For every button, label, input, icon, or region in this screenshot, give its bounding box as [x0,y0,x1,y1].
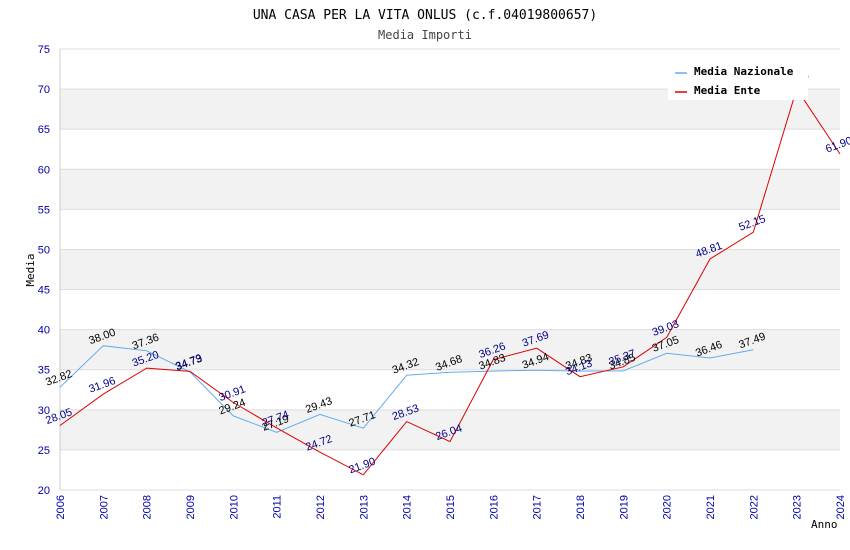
y-tick-label: 40 [38,325,50,337]
y-tick-label: 25 [38,445,50,457]
x-tick-label: 2011 [272,495,284,519]
y-tick-label: 20 [38,485,50,497]
x-tick-label: 2006 [55,495,67,519]
x-tick-label: 2017 [532,495,544,519]
x-tick-label: 2010 [228,495,240,519]
series-lines [59,87,841,476]
legend-label-nazionale: Media Nazionale [694,65,794,78]
x-tick-label: 2024 [835,495,847,519]
y-ticks: 20 25 30 35 40 45 50 55 60 65 70 75 [38,44,50,497]
x-tick-label: 2021 [705,495,717,519]
grid-band [60,289,840,330]
y-tick-label: 45 [38,285,50,297]
x-tick-label: 2015 [445,495,457,519]
legend-label-ente: Media Ente [694,84,761,97]
x-tick-label: 2012 [315,495,327,519]
x-tick-label: 2009 [185,495,197,519]
grid-band [60,329,840,370]
x-tick-label: 2013 [358,495,370,519]
legend: Media Nazionale Media Ente [668,58,808,100]
x-tick-label: 2008 [142,495,154,519]
y-tick-label: 60 [38,164,50,176]
x-tick-label: 2007 [98,495,110,519]
grid-band [60,249,840,290]
y-tick-label: 30 [38,405,50,417]
series-line-nazionale [59,345,754,433]
y-tick-label: 70 [38,84,50,96]
y-tick-label: 75 [38,44,50,56]
x-ticks: 2006 2007 2008 2009 2010 2011 2012 2013 2014 2015… [55,495,847,519]
x-tick-label: 2019 [618,495,630,519]
y-tick-label: 55 [38,204,50,216]
x-tick-label: 2022 [748,495,760,519]
grid-bands [59,48,840,491]
x-tick-label: 2014 [402,495,414,519]
y-tick-label: 65 [38,124,50,136]
y-axis-label: Media [24,253,37,286]
grid-band [60,129,840,170]
x-tick-label: 2016 [488,495,500,519]
grid-band [60,409,840,450]
chart-subtitle: Media Importi [378,28,472,42]
grid-band [60,209,840,250]
chart-title: UNA CASA PER LA VITA ONLUS (c.f.04019800… [253,8,597,23]
grid-band [60,449,840,490]
x-tick-label: 2023 [792,495,804,519]
series-line-ente [59,87,841,476]
x-tick-label: 2020 [662,495,674,519]
grid-band [60,369,840,410]
y-tick-label: 50 [38,244,50,256]
y-tick-label: 35 [38,365,50,377]
x-axis-label: Anno [811,518,838,531]
grid-band [60,169,840,210]
legend-box [668,58,808,100]
x-tick-label: 2018 [575,495,587,519]
